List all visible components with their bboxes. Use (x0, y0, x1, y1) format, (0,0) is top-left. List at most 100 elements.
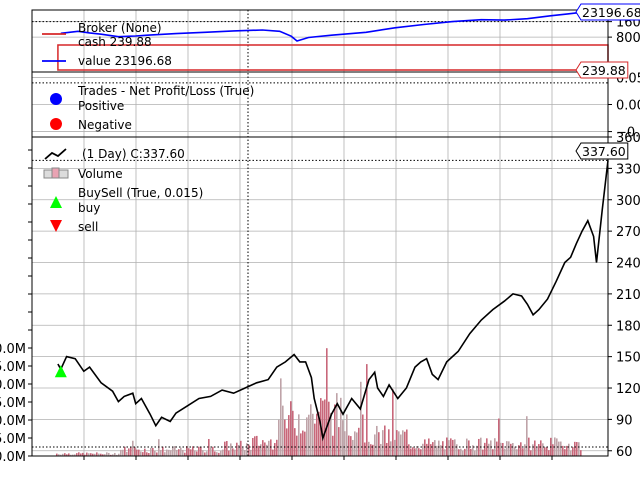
volume-bar (254, 436, 256, 456)
volume-bar (144, 449, 146, 456)
volume-bar (146, 452, 148, 456)
volume-bar (412, 447, 414, 456)
price-ytick-label: 240 (616, 257, 640, 272)
volume-bar (306, 417, 308, 456)
positive-legend-label: Positive (78, 99, 124, 113)
volume-bar (532, 444, 534, 456)
price-ytick-label: 210 (616, 288, 640, 303)
volume-bar (360, 382, 362, 456)
volume-bar (78, 452, 80, 456)
volume-bar (232, 448, 234, 456)
volume-bar (364, 443, 366, 456)
volume-bar (432, 442, 434, 456)
volume-bar (300, 433, 302, 456)
volume-bar (552, 444, 554, 456)
volume-bar (190, 449, 192, 456)
volume-bar (226, 441, 228, 456)
volume-bar (350, 436, 352, 456)
volume-bar (168, 450, 170, 456)
volume-bar (422, 444, 424, 456)
volume-bar (378, 432, 380, 456)
volume-bar (576, 442, 578, 456)
volume-bar (236, 443, 238, 456)
volume-bar (328, 402, 330, 456)
volume-bar (430, 444, 432, 456)
volume-bar (228, 450, 230, 456)
volume-bar (262, 440, 264, 456)
volume-bar (132, 441, 134, 456)
volume-bar (134, 447, 136, 456)
volume-bar (470, 449, 472, 456)
volume-bar (122, 450, 124, 456)
volume-bar (172, 448, 174, 456)
volume-bar (558, 442, 560, 456)
volume-bar (166, 450, 168, 456)
volume-bar (560, 442, 562, 456)
volume-bar (490, 440, 492, 456)
volume-bar (376, 426, 378, 456)
volume-bar (292, 411, 294, 456)
volume-bar (268, 441, 270, 456)
value-legend-label: value 23196.68 (78, 54, 172, 68)
volume-bar (294, 428, 296, 456)
price-legend-title: (1 Day) C:337.60 (82, 147, 185, 161)
volume-bar (538, 444, 540, 456)
volume-bar (492, 449, 494, 456)
negative-legend-label: Negative (78, 118, 132, 132)
cash-legend-label: cash 239.88 (78, 35, 152, 49)
volume-bar (206, 451, 208, 456)
volume-bar (188, 448, 190, 456)
volume-bar (96, 452, 98, 456)
close-legend-swatch (45, 149, 66, 159)
volume-legend-swatch-bar (52, 168, 59, 178)
volume-bar (182, 450, 184, 456)
volume-bar (308, 415, 310, 456)
volume-bar (362, 415, 364, 456)
volume-bar (264, 442, 266, 456)
volume-bar (388, 429, 390, 456)
volume-bar (260, 444, 262, 456)
volume-bar (468, 440, 470, 456)
volume-bar (414, 448, 416, 456)
volume-bar (510, 444, 512, 456)
volume-bar (426, 444, 428, 456)
volume-bar (200, 447, 202, 456)
volume-bar (214, 451, 216, 456)
volume-tick-label: 5.0M (0, 432, 26, 447)
volume-bar (580, 450, 582, 456)
volume-bar (314, 424, 316, 456)
volume-bar (162, 447, 164, 456)
volume-bar (542, 443, 544, 456)
volume-bar (448, 440, 450, 456)
price-ytick-label: 180 (616, 319, 640, 334)
volume-bar (140, 451, 142, 456)
volume-bar (502, 443, 504, 456)
volume-bar (562, 446, 564, 456)
volume-bar (380, 444, 382, 456)
volume-bar (256, 436, 258, 456)
volume-bar (304, 432, 306, 456)
volume-bar (246, 443, 248, 456)
volume-bar (324, 399, 326, 456)
price-ytick-label: 90 (616, 413, 633, 428)
volume-bar (408, 444, 410, 456)
volume-bar (386, 443, 388, 456)
volume-bar (522, 448, 524, 456)
volume-bar (504, 449, 506, 456)
volume-bar (444, 449, 446, 456)
volume-bar (440, 445, 442, 456)
volume-bar (520, 442, 522, 456)
volume-bar (478, 439, 480, 456)
volume-bar (156, 452, 158, 456)
volume-bar (198, 447, 200, 456)
volume-bar (420, 449, 422, 456)
volume-bar (312, 414, 314, 456)
volume-bar (524, 444, 526, 456)
volume-bar (234, 450, 236, 456)
volume-bar (120, 450, 122, 456)
volume-bar (384, 426, 386, 456)
volume-bar (484, 443, 486, 456)
volume-bar (344, 431, 346, 456)
volume-bar (258, 446, 260, 456)
volume-bar (242, 448, 244, 456)
